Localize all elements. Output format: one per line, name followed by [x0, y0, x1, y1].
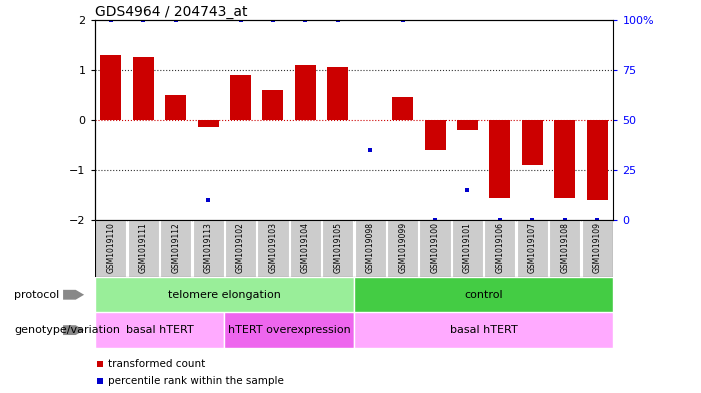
Text: GSM1019111: GSM1019111 — [139, 222, 148, 272]
Bar — [582, 220, 613, 277]
Bar — [484, 220, 515, 277]
Text: GSM1019099: GSM1019099 — [398, 222, 407, 273]
Bar — [230, 75, 251, 120]
Text: basal hTERT: basal hTERT — [450, 325, 517, 335]
Bar — [100, 55, 121, 120]
Text: GSM1019098: GSM1019098 — [366, 222, 375, 273]
Text: GSM1019105: GSM1019105 — [333, 222, 342, 273]
Text: GSM1019100: GSM1019100 — [430, 222, 440, 273]
Bar — [549, 220, 580, 277]
Bar — [354, 312, 613, 348]
Bar — [322, 220, 353, 277]
Text: control: control — [464, 290, 503, 300]
Bar — [354, 277, 613, 312]
Bar — [295, 65, 316, 120]
Text: GSM1019102: GSM1019102 — [236, 222, 245, 273]
Bar — [257, 220, 289, 277]
Bar — [457, 120, 478, 130]
Bar — [392, 97, 413, 120]
Bar — [132, 57, 154, 120]
Bar — [517, 220, 548, 277]
Text: GSM1019101: GSM1019101 — [463, 222, 472, 273]
Bar — [327, 67, 348, 120]
Bar — [224, 312, 354, 348]
Text: transformed count: transformed count — [108, 358, 205, 369]
Bar — [419, 220, 451, 277]
Text: GSM1019113: GSM1019113 — [203, 222, 212, 273]
Text: GSM1019109: GSM1019109 — [592, 222, 601, 273]
Bar — [452, 220, 483, 277]
Text: hTERT overexpression: hTERT overexpression — [228, 325, 350, 335]
Bar — [193, 220, 224, 277]
Bar — [128, 220, 159, 277]
Bar — [95, 277, 354, 312]
Text: GSM1019107: GSM1019107 — [528, 222, 537, 273]
Text: genotype/variation: genotype/variation — [14, 325, 120, 335]
Bar — [587, 120, 608, 200]
Text: GSM1019112: GSM1019112 — [171, 222, 180, 272]
Text: protocol: protocol — [14, 290, 60, 300]
Text: GDS4964 / 204743_at: GDS4964 / 204743_at — [95, 5, 247, 18]
Bar — [95, 220, 126, 277]
Text: GSM1019103: GSM1019103 — [268, 222, 278, 273]
Bar — [160, 220, 191, 277]
Text: GSM1019106: GSM1019106 — [496, 222, 505, 273]
Bar — [387, 220, 418, 277]
Bar — [355, 220, 386, 277]
Bar — [95, 312, 224, 348]
Bar — [165, 95, 186, 120]
Bar — [489, 120, 510, 198]
Text: GSM1019108: GSM1019108 — [560, 222, 569, 273]
Bar — [198, 120, 219, 127]
Text: GSM1019104: GSM1019104 — [301, 222, 310, 273]
Bar — [262, 90, 283, 120]
Text: percentile rank within the sample: percentile rank within the sample — [108, 376, 283, 386]
Text: basal hTERT: basal hTERT — [125, 325, 193, 335]
Bar — [225, 220, 256, 277]
Text: GSM1019110: GSM1019110 — [107, 222, 116, 273]
Bar — [425, 120, 446, 150]
Text: telomere elongation: telomere elongation — [168, 290, 281, 300]
Bar — [554, 120, 576, 198]
Bar — [290, 220, 321, 277]
Bar — [522, 120, 543, 165]
